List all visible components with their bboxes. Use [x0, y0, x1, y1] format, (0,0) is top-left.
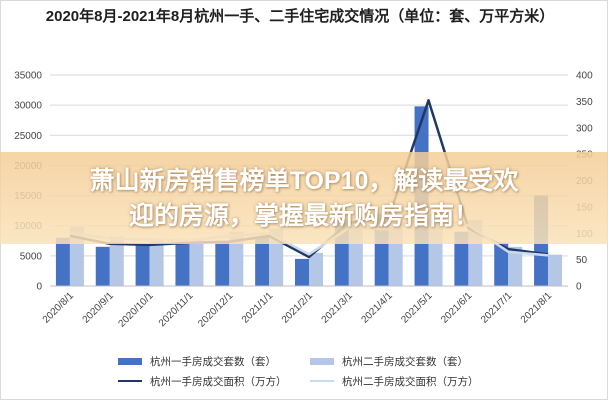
- legend-label-new-units: 杭州一手房成交套数（套）: [150, 355, 276, 368]
- x-tick-label: 2020/10/1: [116, 290, 156, 330]
- bar-resale-units: [548, 254, 563, 286]
- bar-resale-units: [149, 238, 164, 286]
- x-tick-label: 2021/2/1: [280, 290, 316, 326]
- legend-item-new-units: 杭州一手房成交套数（套）: [118, 354, 276, 368]
- chart-title: 2020年8月-2021年8月杭州一手、二手住宅成交情况（单位：套、万平方米）: [45, 8, 555, 25]
- y-left-tick-label: 35000: [14, 71, 42, 82]
- x-tick-label: 2021/3/1: [320, 290, 356, 326]
- bar-resale-units: [189, 240, 204, 286]
- bar-resale-units: [109, 236, 124, 286]
- promo-banner-text[interactable]: 萧山新房销售榜单TOP10，解读最受欢 迎的房源，掌握最新购房指南！: [0, 164, 608, 234]
- x-tick-label: 2020/12/1: [196, 290, 236, 330]
- x-tick-label: 2021/6/1: [439, 290, 475, 326]
- legend-swatch-resale-area: [310, 380, 334, 382]
- bar-new-units: [255, 236, 270, 286]
- bar-new-units: [175, 242, 190, 286]
- x-tick-label: 2020/8/1: [41, 290, 77, 326]
- promo-line-2: 迎的房源，掌握最新购房指南！: [128, 202, 479, 230]
- bar-new-units: [295, 258, 309, 286]
- bar-resale-units: [309, 252, 323, 286]
- bar-new-units: [135, 245, 150, 286]
- bar-new-units: [494, 242, 509, 286]
- y-left-tick-label: 30000: [14, 101, 42, 112]
- y-left-tick-label: 25000: [14, 131, 42, 142]
- promo-banner[interactable]: [0, 152, 608, 244]
- bar-new-units: [95, 246, 110, 286]
- y-right-tick-label: 400: [576, 71, 593, 82]
- x-tick-label: 2021/7/1: [479, 290, 515, 326]
- legend-item-resale-units: 杭州二手房成交套数（套）: [310, 354, 468, 368]
- legend-item-new-area: 杭州一手房成交面积（万方）: [118, 374, 287, 388]
- legend-swatch-new-area: [118, 380, 142, 382]
- x-tick-label: 2021/1/1: [240, 290, 276, 326]
- bar-new-units: [215, 242, 230, 286]
- x-tick-label: 2021/8/1: [519, 290, 555, 326]
- x-tick-label: 2020/9/1: [81, 290, 117, 326]
- y-left-tick-label: 0: [36, 282, 42, 293]
- y-left-tick-label: 5000: [20, 251, 43, 262]
- legend-item-resale-area: 杭州二手房成交面积（万方）: [310, 374, 479, 388]
- x-tick-label: 2021/4/1: [360, 290, 396, 326]
- y-right-tick-label: 50: [576, 255, 588, 266]
- promo-line-1: 萧山新房销售榜单TOP10，解读最受欢: [89, 167, 519, 195]
- legend-label-new-area: 杭州一手房成交面积（万方）: [150, 375, 287, 388]
- legend-swatch-resale-units: [310, 357, 334, 365]
- legend-swatch-new-units: [118, 357, 142, 365]
- y-right-tick-label: 350: [576, 97, 593, 108]
- x-tick-label: 2021/5/1: [399, 290, 435, 326]
- bar-resale-units: [508, 246, 523, 286]
- x-tick-label: 2020/11/1: [157, 290, 196, 329]
- legend-label-resale-area: 杭州二手房成交面积（万方）: [342, 375, 479, 388]
- legend-label-resale-units: 杭州二手房成交套数（套）: [342, 355, 468, 368]
- y-right-tick-label: 0: [576, 282, 582, 293]
- bar-new-units: [454, 231, 469, 286]
- y-right-tick-label: 300: [576, 123, 593, 134]
- chart-legend: 杭州一手房成交套数（套） 杭州二手房成交套数（套） 杭州一手房成交面积（万方） …: [118, 350, 498, 396]
- bar-resale-units: [229, 231, 244, 286]
- bar-new-units: [55, 237, 70, 286]
